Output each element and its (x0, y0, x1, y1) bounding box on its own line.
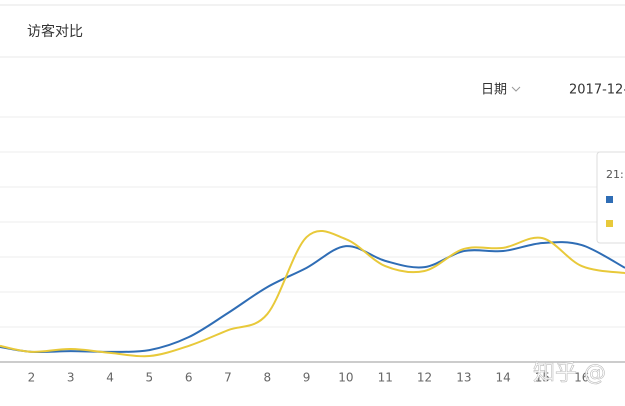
tooltip-time: 21: (606, 168, 624, 181)
x-tick-label: 9 (303, 371, 311, 385)
panel-title: 访客对比 (27, 23, 83, 40)
x-tick-label: 12 (417, 371, 432, 385)
tooltip-swatch (606, 196, 613, 203)
x-tick-label: 5 (146, 371, 154, 385)
tooltip-swatch (606, 220, 613, 227)
x-tick-label: 2 (28, 371, 36, 385)
dropdown-chevron[interactable] (511, 86, 521, 92)
watermark: 知乎 @ (533, 361, 606, 386)
date-value[interactable]: 2017-12- (569, 83, 625, 98)
x-tick-label: 13 (456, 371, 471, 385)
x-tick-label: 7 (224, 371, 232, 385)
x-tick-label: 6 (185, 371, 193, 385)
x-tick-label: 3 (67, 371, 75, 385)
x-tick-label: 4 (106, 371, 114, 385)
x-tick-label: 8 (263, 371, 271, 385)
x-tick-label: 14 (496, 371, 511, 385)
x-tick-label: 10 (338, 371, 353, 385)
series-line (0, 229, 625, 358)
x-tick-label: 11 (378, 371, 393, 385)
x-tick-label: 16 (574, 371, 589, 385)
date-dropdown[interactable]: 日期 (481, 83, 507, 98)
x-tick-label: 15 (535, 371, 550, 385)
